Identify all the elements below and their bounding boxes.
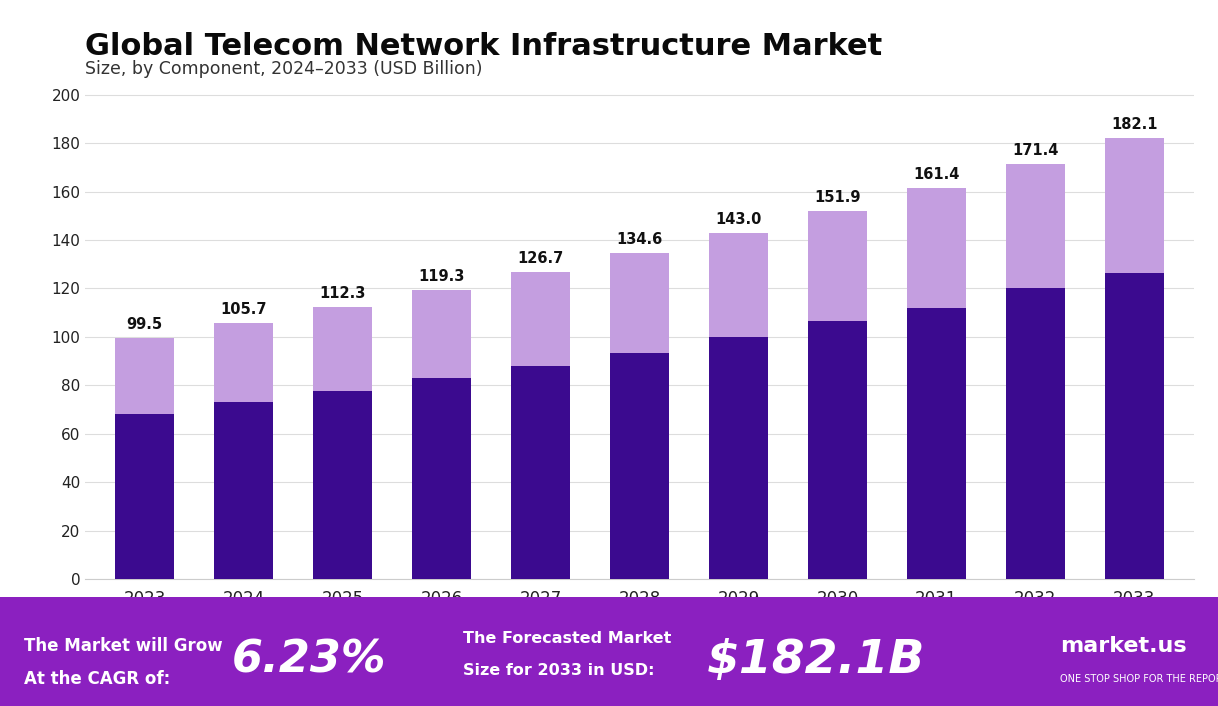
Bar	[906, 189, 966, 308]
Text: $182.1B: $182.1B	[706, 638, 924, 683]
Text: 143.0: 143.0	[715, 212, 761, 227]
Text: 134.6: 134.6	[616, 232, 663, 247]
Bar	[114, 338, 174, 414]
Bar	[313, 307, 373, 391]
Bar	[709, 337, 769, 579]
Text: 126.7: 126.7	[518, 251, 564, 266]
Bar	[412, 378, 471, 579]
Bar	[1006, 289, 1065, 579]
Bar	[808, 321, 867, 579]
Text: 161.4: 161.4	[914, 167, 960, 182]
Text: The Forecasted Market: The Forecasted Market	[463, 630, 671, 646]
Bar	[1105, 138, 1164, 273]
Bar	[610, 352, 669, 579]
Bar	[412, 290, 471, 378]
Text: Size for 2033 in USD:: Size for 2033 in USD:	[463, 664, 654, 678]
Text: Global Telecom Network Infrastructure Market: Global Telecom Network Infrastructure Ma…	[85, 32, 883, 61]
Bar	[610, 253, 669, 352]
Text: 182.1: 182.1	[1111, 117, 1157, 132]
Bar	[214, 323, 273, 402]
Text: 105.7: 105.7	[220, 302, 267, 317]
Text: Size, by Component, 2024–2033 (USD Billion): Size, by Component, 2024–2033 (USD Billi…	[85, 60, 482, 78]
Text: The Market will Grow: The Market will Grow	[24, 637, 223, 654]
Text: 151.9: 151.9	[814, 190, 861, 205]
Bar	[906, 308, 966, 579]
Text: 171.4: 171.4	[1012, 143, 1058, 158]
Text: 119.3: 119.3	[418, 269, 465, 284]
Bar	[808, 211, 867, 321]
Bar	[313, 391, 373, 579]
Bar	[1105, 273, 1164, 579]
Bar	[214, 402, 273, 579]
Text: 112.3: 112.3	[319, 286, 365, 301]
Text: 6.23%: 6.23%	[231, 638, 386, 681]
Text: ONE STOP SHOP FOR THE REPORTS: ONE STOP SHOP FOR THE REPORTS	[1060, 674, 1218, 683]
Bar	[114, 414, 174, 579]
Bar	[510, 366, 570, 579]
Text: 99.5: 99.5	[127, 317, 163, 332]
Bar	[709, 233, 769, 337]
Bar	[510, 273, 570, 366]
Text: At the CAGR of:: At the CAGR of:	[24, 670, 171, 688]
Text: market.us: market.us	[1060, 636, 1186, 656]
Bar	[1006, 164, 1065, 289]
